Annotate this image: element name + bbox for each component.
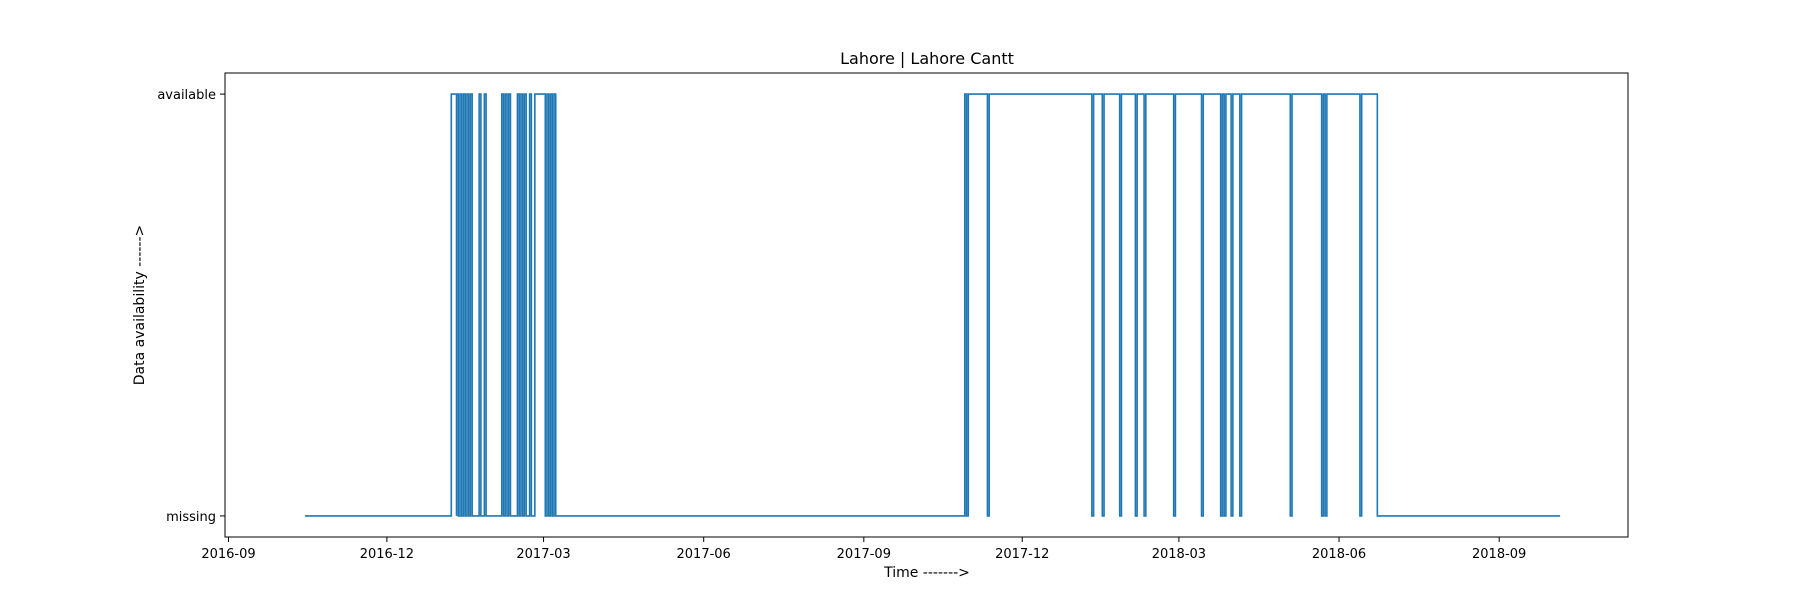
y-axis-label: Data availability ------>: [132, 225, 148, 386]
x-tick-label: 2018-03: [1152, 547, 1206, 562]
x-tick-label: 2017-12: [995, 547, 1049, 562]
x-tick-label: 2016-09: [201, 547, 255, 562]
plot-frame: [224, 72, 1629, 538]
x-tick-label: 2016-12: [360, 547, 414, 562]
x-tick-label: 2017-09: [837, 547, 891, 562]
series-line-0: [305, 93, 1561, 517]
y-axis: missing available: [157, 88, 225, 525]
chart-title: Lahore | Lahore Cantt: [840, 49, 1014, 68]
y-tick-label: missing: [166, 510, 216, 525]
x-axis-label: Time ------->: [883, 565, 970, 581]
x-axis: 2016-09 2016-12 2017-03 2017-06 2017-09 2017-…: [201, 537, 1526, 562]
x-tick-label: 2017-03: [516, 547, 570, 562]
x-tick-label: 2017-06: [677, 547, 731, 562]
x-tick-label: 2018-09: [1472, 547, 1526, 562]
x-tick-label: 2018-06: [1312, 547, 1366, 562]
y-tick-label: available: [157, 88, 216, 103]
plot-area: [305, 93, 1561, 517]
